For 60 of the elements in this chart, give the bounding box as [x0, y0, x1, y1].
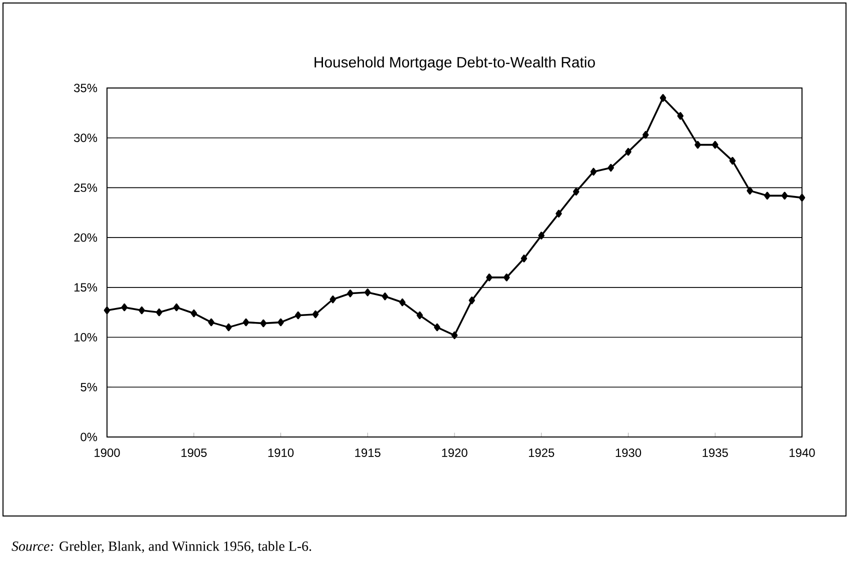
- point: [190, 309, 198, 318]
- y-tick-label: 15%: [74, 283, 98, 292]
- point: [364, 288, 371, 296]
- point: [642, 130, 649, 139]
- point: [712, 140, 718, 149]
- point: [330, 295, 336, 304]
- point: [729, 156, 736, 165]
- point: [660, 94, 666, 102]
- point: [798, 194, 806, 202]
- y-tick-label: 0%: [80, 432, 98, 442]
- point: [434, 323, 440, 332]
- chart-title: Household Mortgage Debt-to-Wealth Ratio: [314, 56, 595, 70]
- y-tick-label: 30%: [74, 134, 98, 142]
- point: [781, 192, 788, 200]
- point: [104, 306, 110, 314]
- y-tick-label: 25%: [74, 183, 98, 192]
- x-tick-label: 1940: [790, 448, 815, 457]
- x-tick-label: 1915: [355, 448, 380, 457]
- text: Source: Grebler, Blank, and Winnick 1956, table L-6.: [12, 541, 312, 553]
- x-tick-label: 1920: [442, 448, 468, 457]
- point: [208, 318, 214, 326]
- x-tick-label: 1930: [616, 448, 642, 457]
- point: [538, 232, 545, 240]
- point: [294, 311, 302, 320]
- point: [156, 308, 162, 316]
- point: [764, 192, 770, 200]
- point: [486, 274, 492, 282]
- point: [608, 164, 614, 172]
- point: [677, 112, 684, 120]
- y-tick-label: 10%: [74, 333, 98, 342]
- point: [520, 254, 528, 262]
- point: [173, 303, 180, 312]
- point: [312, 310, 319, 318]
- point: [121, 303, 128, 312]
- point: [572, 188, 580, 196]
- point: [138, 306, 145, 314]
- point: [382, 292, 388, 300]
- point: [625, 148, 632, 156]
- point: [451, 331, 458, 340]
- x-tick-label: 1905: [181, 448, 207, 457]
- x-tick-label: 1935: [702, 448, 728, 457]
- point: [590, 168, 597, 176]
- point: [225, 323, 232, 332]
- x-tick-label: 1910: [268, 448, 294, 457]
- x-tick-label: 1925: [528, 448, 554, 457]
- point: [347, 290, 354, 298]
- y-tick-label: 20%: [74, 233, 98, 242]
- point: [416, 311, 423, 320]
- point: [468, 296, 476, 304]
- point: [399, 298, 406, 306]
- point: [503, 274, 510, 282]
- y-tick-label: 5%: [80, 382, 98, 392]
- point: [556, 210, 562, 218]
- point: [694, 140, 701, 149]
- point: [278, 318, 284, 326]
- x-tick-label: 1900: [94, 448, 120, 457]
- point: [242, 318, 250, 326]
- point: [260, 319, 267, 328]
- y-tick-label: 35%: [74, 84, 98, 92]
- point: [746, 186, 754, 195]
